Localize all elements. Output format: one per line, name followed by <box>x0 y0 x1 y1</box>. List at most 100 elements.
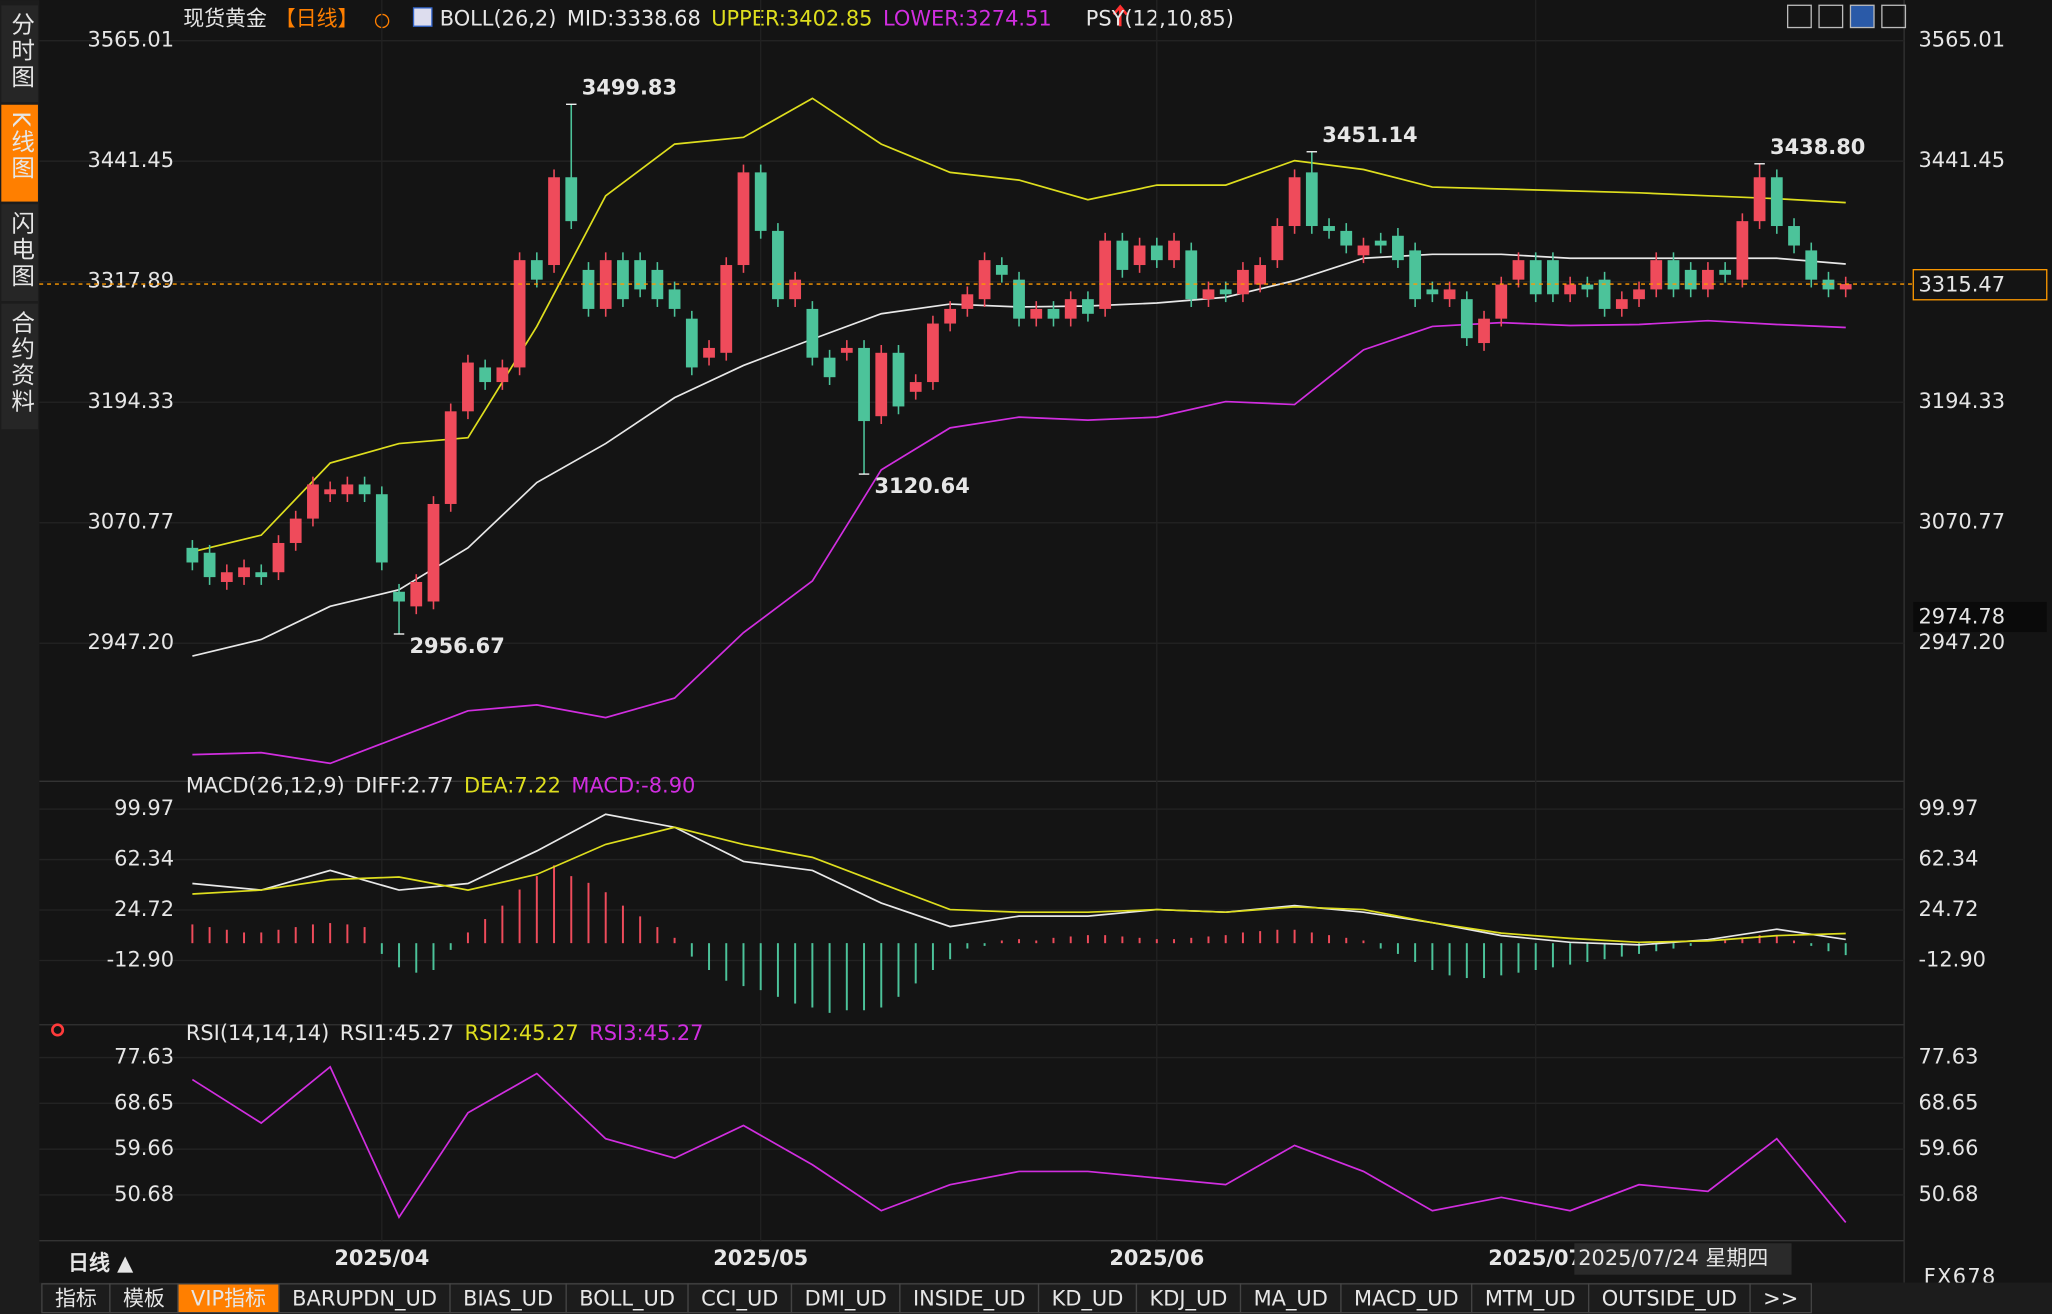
settings-icon[interactable] <box>51 1023 65 1037</box>
candle-body <box>548 177 560 266</box>
candle-body <box>1426 289 1439 295</box>
cursor-price-box <box>1913 601 2047 633</box>
toolbar-tab-label[interactable]: BARUPDN_UD <box>292 1287 437 1312</box>
low-annotation: 2956.67 <box>410 634 505 658</box>
candle-body <box>1512 260 1525 280</box>
legend-item: MID:3338.68 <box>567 7 701 31</box>
side-tab[interactable] <box>1 303 38 430</box>
y-tick-label-right: 24.72 <box>1919 897 1979 921</box>
candle-body <box>1667 260 1680 290</box>
toolbar-tab-label[interactable]: 指标 <box>55 1287 97 1311</box>
legend-item: LOWER:3274.51 <box>883 7 1052 31</box>
candle-body <box>1529 260 1542 295</box>
toolbar-tab-label[interactable]: OUTSIDE_UD <box>1602 1287 1737 1312</box>
legend-item: RSI3:45.27 <box>589 1021 703 1045</box>
icon[interactable] <box>1849 4 1875 29</box>
toolbar-tab-label[interactable]: BIAS_UD <box>463 1287 553 1312</box>
y-tick-label-right: 59.66 <box>1919 1136 1979 1160</box>
y-tick-label-right: 3070.77 <box>1919 510 2006 534</box>
side-tab[interactable] <box>1 204 38 302</box>
side-tab-label[interactable]: 合约资料 <box>7 310 35 415</box>
candle-body <box>617 260 629 300</box>
toolbar-tab[interactable] <box>1749 1283 1812 1314</box>
side-tab[interactable] <box>1 104 38 202</box>
toolbar-tab[interactable] <box>565 1283 689 1314</box>
y-tick-label-right: 3441.45 <box>1919 148 2006 172</box>
icon[interactable] <box>1786 4 1812 29</box>
toolbar-tab-label[interactable]: KDJ_UD <box>1150 1287 1228 1312</box>
candle-body <box>1615 299 1628 309</box>
candle-body <box>238 567 250 578</box>
toolbar-tab-label[interactable]: >> <box>1763 1287 1798 1311</box>
legend-item: UPPER:3402.85 <box>711 7 872 31</box>
toolbar-tab-label[interactable]: VIP指标 <box>191 1287 266 1311</box>
candle-body <box>1460 299 1473 339</box>
candle-body <box>944 308 957 324</box>
toolbar-tab[interactable] <box>109 1283 179 1314</box>
candle-body <box>1323 226 1335 231</box>
legend-item: PSY(12,10,85) <box>1086 7 1234 31</box>
candle-body <box>1237 269 1249 295</box>
candle-body <box>1443 289 1456 300</box>
low-annotation: 3120.64 <box>875 474 970 498</box>
candle-body <box>720 265 733 353</box>
toolbar-tab-label[interactable]: BOLL_UD <box>579 1287 675 1312</box>
toolbar-tab[interactable] <box>687 1283 793 1314</box>
candle-body <box>1202 289 1215 300</box>
toolbar-tab-label[interactable]: MA_UD <box>1254 1287 1328 1312</box>
candle-body <box>927 323 939 383</box>
indicator-line <box>192 813 1846 946</box>
y-tick-label: 59.66 <box>114 1136 174 1160</box>
cursor-price-label: 2974.78 <box>1919 605 2006 629</box>
toolbar-tab[interactable] <box>1471 1283 1590 1314</box>
y-tick-label: 3441.45 <box>88 148 175 172</box>
candle-body <box>1495 284 1508 319</box>
toolbar-tab[interactable] <box>278 1283 451 1314</box>
candle-body <box>1564 284 1577 295</box>
candle-body <box>1392 235 1404 261</box>
y-tick-label: 77.63 <box>114 1045 174 1069</box>
toolbar-tab[interactable] <box>449 1283 567 1314</box>
icon[interactable] <box>1881 4 1907 29</box>
candle-body <box>1581 284 1594 290</box>
candle-body <box>444 411 457 504</box>
candle-body <box>772 230 784 300</box>
candle-body <box>961 294 974 309</box>
toolbar-tab-label[interactable]: DMI_UD <box>805 1287 887 1312</box>
candle-body <box>582 269 595 309</box>
side-tab-label[interactable]: K线图 <box>7 111 35 181</box>
candle-body <box>1116 240 1129 270</box>
side-tab-label[interactable]: 分时图 <box>7 12 35 91</box>
boll-icon <box>412 7 433 27</box>
toolbar-tab-label[interactable]: INSIDE_UD <box>913 1287 1026 1312</box>
candle-body <box>1288 177 1301 227</box>
toolbar-tab-label[interactable]: MACD_UD <box>1354 1287 1459 1312</box>
indicator-line <box>192 319 1846 765</box>
candle-body <box>479 367 492 383</box>
toolbar-tab-label[interactable]: 模板 <box>123 1287 165 1311</box>
toolbar-tab-label[interactable]: CCI_UD <box>701 1287 778 1312</box>
side-tab[interactable] <box>1 5 38 103</box>
toolbar-tab[interactable] <box>1588 1283 1751 1314</box>
indicator-line <box>192 97 1846 553</box>
side-tab-label[interactable]: 闪电图 <box>7 210 35 289</box>
toolbar-tab[interactable] <box>1037 1283 1138 1314</box>
candle-body <box>875 352 888 417</box>
toolbar-tab[interactable] <box>1239 1283 1342 1314</box>
toolbar-tab[interactable] <box>790 1283 901 1314</box>
y-tick-label-right: 99.97 <box>1919 796 1979 820</box>
toolbar-tab-label[interactable]: KD_UD <box>1052 1287 1124 1312</box>
y-tick-label-right: 62.34 <box>1919 847 1979 871</box>
x-tick-label: 2025/06 <box>1109 1246 1204 1270</box>
top-icons[interactable] <box>1786 4 1907 29</box>
candle-body <box>1254 265 1267 285</box>
candle-body <box>651 269 664 300</box>
candle-body <box>668 289 681 309</box>
icon[interactable] <box>1818 4 1844 29</box>
toolbar-tab[interactable] <box>41 1283 111 1314</box>
period-button[interactable]: 日线 ▲ <box>68 1251 134 1275</box>
candle-body <box>1340 230 1353 246</box>
toolbar-tab-label[interactable]: MTM_UD <box>1485 1287 1576 1312</box>
